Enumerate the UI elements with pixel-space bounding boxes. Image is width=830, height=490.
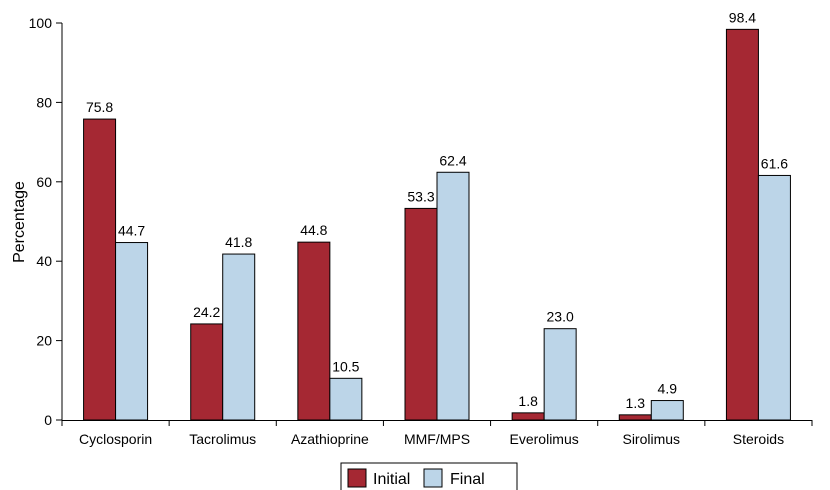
data-label-initial: 1.3 [626,395,646,411]
x-category-label: Everolimus [510,431,579,447]
x-category-label: MMF/MPS [404,431,470,447]
y-tick-label: 20 [36,333,52,349]
data-label-initial: 98.4 [729,9,756,25]
y-axis-title: Percentage [11,181,28,263]
bar-final [543,328,577,421]
bar-initial [297,241,331,421]
bar-final [222,253,256,421]
data-label-initial: 1.8 [518,393,538,409]
y-axis: 0 20 40 60 80 100 [29,15,63,428]
bar-initial [725,28,759,421]
data-label-final: 41.8 [225,234,252,250]
bars-group [83,28,791,421]
bar-final [115,242,149,421]
data-label-initial: 53.3 [407,188,434,204]
legend-label-initial: Initial [373,471,410,488]
x-category-label: Azathioprine [291,431,369,447]
data-label-final: 62.4 [439,152,466,168]
y-tick-label: 40 [36,253,52,269]
bar-final [436,171,470,421]
bar-final [650,400,684,421]
data-label-final: 10.5 [332,358,359,374]
data-label-initial: 75.8 [86,99,113,115]
data-label-initial: 24.2 [193,304,220,320]
bar-initial [511,412,545,421]
legend-swatch-initial [347,468,367,488]
legend: Initial Final [340,462,518,490]
data-label-final: 44.7 [118,223,145,239]
bar-final [329,377,363,421]
bar-final [757,174,791,421]
y-tick-label: 60 [36,174,52,190]
bar-initial [404,207,438,421]
data-labels-group: 75.8 44.7 24.2 41.8 44.8 10.5 53.3 62.4 1.8 23.0 1… [86,9,788,410]
legend-swatch-final [423,468,443,488]
x-category-label: Cyclosporin [79,431,152,447]
y-tick-label: 100 [29,15,53,31]
x-axis: Cyclosporin Tacrolimus Azathioprine MMF/MPS… [61,420,813,447]
data-label-final: 4.9 [658,381,678,397]
x-category-label: Steroids [733,431,784,447]
bar-initial [190,323,224,421]
bar-initial [618,414,652,421]
bar-initial [83,118,117,421]
y-tick-label: 0 [44,412,52,428]
x-category-label: Sirolimus [622,431,680,447]
data-label-final: 23.0 [547,309,574,325]
data-label-initial: 44.8 [300,222,327,238]
x-category-label: Tacrolimus [189,431,256,447]
y-tick-label: 80 [36,94,52,110]
data-label-final: 61.6 [761,155,788,171]
legend-label-final: Final [450,471,485,488]
